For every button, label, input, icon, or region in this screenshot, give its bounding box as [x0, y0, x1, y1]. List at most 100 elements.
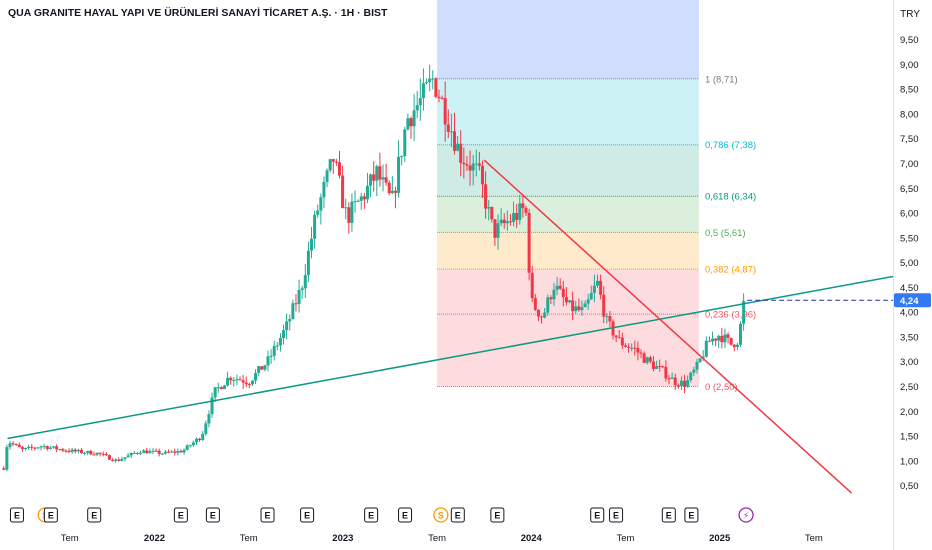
- earnings-marker[interactable]: E: [661, 507, 676, 523]
- earnings-marker[interactable]: E: [260, 507, 275, 523]
- candle-body: [558, 285, 562, 289]
- candle-body: [297, 289, 301, 305]
- trendlines[interactable]: [7, 159, 894, 494]
- candle-body: [586, 299, 590, 304]
- candle-body: [263, 365, 267, 370]
- candle-body: [735, 344, 739, 348]
- earnings-icon: [364, 507, 379, 523]
- earnings-marker[interactable]: E: [173, 507, 188, 523]
- candle-body: [86, 450, 90, 453]
- candle-body: [695, 361, 699, 370]
- time-tick-label: 2022: [144, 533, 165, 544]
- earnings-marker[interactable]: E: [9, 507, 24, 523]
- candle-body: [536, 309, 540, 317]
- earnings-marker[interactable]: E: [43, 507, 58, 523]
- candle-body: [418, 98, 422, 106]
- earnings-marker[interactable]: E: [590, 507, 605, 523]
- earnings-marker[interactable]: E: [490, 507, 505, 523]
- earnings-icon: [684, 507, 699, 523]
- dividend-marker[interactable]: S: [433, 507, 449, 523]
- time-axis[interactable]: Tem 2022 Tem 2023 Tem 2024 Tem 2025 Tem: [61, 533, 823, 544]
- candle-body: [45, 446, 49, 449]
- candle-body: [120, 459, 124, 461]
- earnings-glyph: E: [666, 511, 672, 521]
- candle-body: [201, 433, 205, 441]
- earnings-marker[interactable]: E: [684, 507, 699, 523]
- candle-body: [151, 450, 155, 452]
- candle-body: [571, 300, 575, 312]
- candle-body: [673, 377, 677, 386]
- candle-body: [679, 380, 683, 387]
- candle-body: [89, 450, 93, 455]
- candle-body: [648, 357, 652, 362]
- earnings-marker[interactable]: E: [300, 507, 315, 523]
- candle-body: [154, 450, 158, 452]
- candle-body: [52, 446, 56, 448]
- time-tick-label: 2023: [332, 533, 353, 544]
- earnings-marker[interactable]: E: [87, 507, 102, 523]
- candle-body: [129, 452, 133, 456]
- candle-body: [126, 455, 130, 458]
- split-glyph: ⚡: [743, 512, 749, 522]
- trendline[interactable]: [7, 275, 894, 440]
- earnings-marker[interactable]: E: [398, 507, 413, 523]
- candle-body: [375, 166, 379, 181]
- candle-body: [238, 379, 242, 381]
- candle-body: [512, 213, 516, 222]
- fib-level-label: 0,786 (7,38): [705, 140, 756, 151]
- candle-body: [67, 450, 71, 452]
- candle-body: [428, 78, 432, 83]
- trendline[interactable]: [483, 159, 853, 494]
- candle-body: [117, 459, 121, 461]
- candle-body: [508, 221, 512, 223]
- candle-body: [595, 280, 599, 286]
- candle-body: [661, 366, 665, 368]
- candle-body: [400, 156, 404, 158]
- earnings-marker[interactable]: E: [450, 507, 465, 523]
- earnings-marker[interactable]: E: [609, 507, 624, 523]
- split-marker[interactable]: ⚡: [738, 507, 754, 523]
- earnings-icon: [609, 507, 624, 523]
- candle-body: [676, 385, 680, 387]
- candle-body: [496, 223, 500, 238]
- candle-body: [269, 355, 273, 357]
- candle-body: [384, 177, 388, 183]
- earnings-glyph: E: [210, 511, 216, 521]
- candle-body: [431, 78, 435, 80]
- candle-body: [20, 447, 24, 450]
- price-tick-label: 5,00: [900, 258, 919, 269]
- dividend-icon: [433, 507, 449, 523]
- candle-body: [316, 210, 320, 215]
- candle-body: [2, 468, 6, 470]
- candle-body: [577, 306, 581, 310]
- candle-body: [443, 98, 447, 125]
- candle-body: [453, 131, 457, 151]
- price-axis[interactable]: 0,50 1,00 1,50 2,00 2,50 3,00 3,50 4,00 4,50 5,00…: [900, 35, 919, 492]
- earnings-marker[interactable]: E: [364, 507, 379, 523]
- candle-body: [617, 337, 621, 339]
- last-price: 4,24: [747, 293, 931, 308]
- candle-body: [282, 330, 286, 339]
- candle-body: [456, 143, 460, 151]
- split-icon: [738, 507, 754, 523]
- earnings-glyph: E: [91, 511, 97, 521]
- candle-body: [434, 78, 438, 97]
- candle-body: [742, 301, 746, 324]
- earnings-marker[interactable]: E: [205, 507, 220, 523]
- candle-body: [64, 450, 68, 452]
- candle-body: [76, 449, 80, 452]
- candle-body: [14, 444, 18, 446]
- candle-body: [313, 214, 317, 239]
- candle-body: [623, 345, 627, 347]
- candle-body: [664, 366, 668, 379]
- candle-body: [337, 162, 341, 176]
- currency-label[interactable]: TRY: [900, 9, 920, 20]
- candle-body: [167, 451, 171, 453]
- candle-body: [142, 450, 146, 453]
- price-tick-label: 4,00: [900, 308, 919, 319]
- fibonacci-retracement[interactable]: 1 (8,71) 0,786 (7,38) 0,618 (6,34) 0,5 (5,6…: [437, 0, 756, 393]
- candle-body: [667, 378, 671, 380]
- event-markers[interactable]: ESEEEEEEEESEEEEEE⚡: [9, 507, 754, 523]
- candle-body: [574, 306, 578, 312]
